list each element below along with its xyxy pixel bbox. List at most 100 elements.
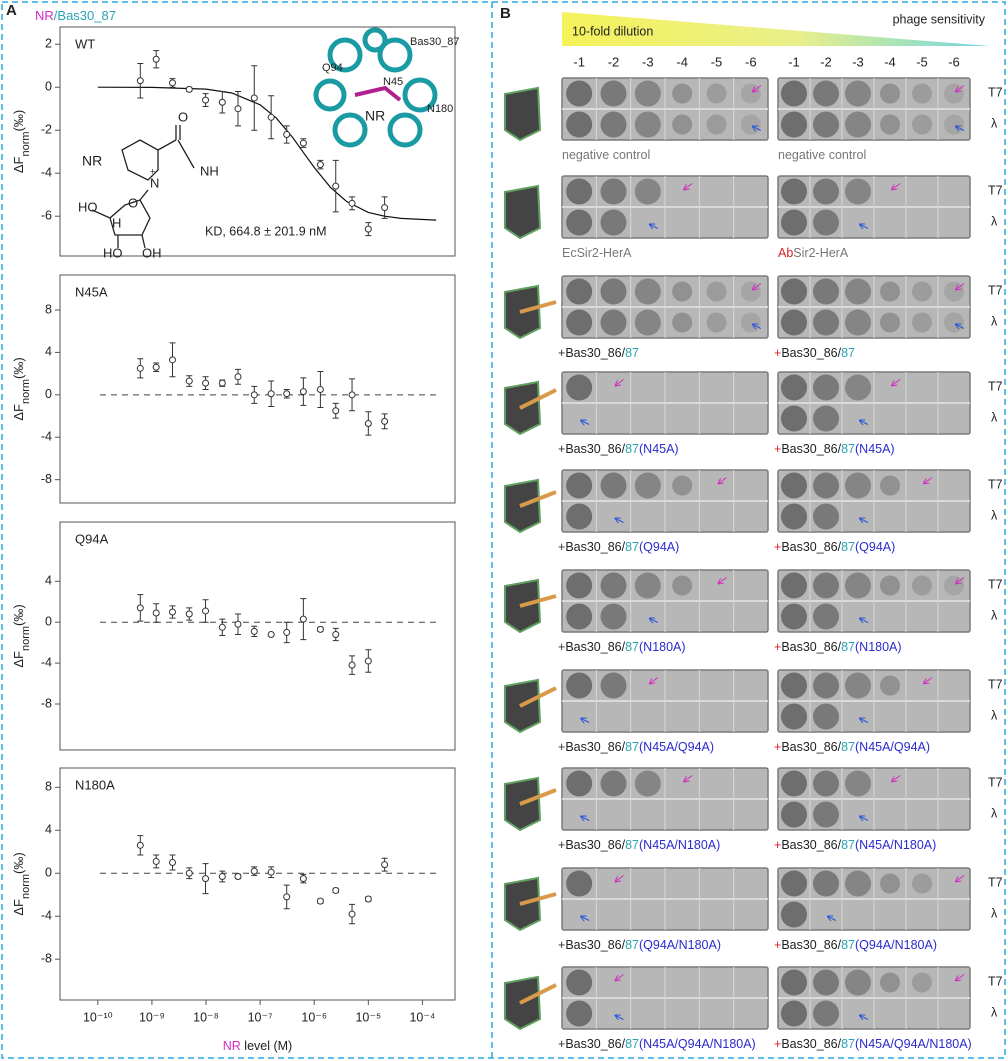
spot-arrow [924,477,933,484]
plate-caption-part: 87 [625,938,639,952]
plate-caption-part: (Q94A/N180A) [639,938,721,952]
data-point [185,610,193,618]
plate-caption-part: (Q94A) [639,540,679,554]
data-point [348,199,356,207]
spot-arrow [684,775,693,782]
data-point [185,85,193,93]
plate-caption-part: Sir2-HerA [793,246,849,260]
data-point [283,893,291,901]
data-point [136,604,144,612]
plaque-spot [706,281,727,302]
plaque-spot [781,770,807,797]
plaque-spot [912,575,932,596]
plate-caption-part: + [774,346,781,360]
y-axis-label: ΔFnorm(‰) [11,110,31,173]
phage-label: T7 [988,974,1003,988]
plaque-spot [672,281,693,302]
plaque-spot [566,278,593,305]
fit-curve [97,86,437,221]
panel-label: A [6,2,17,19]
data-point [234,620,242,628]
y-tick-label: 8 [45,780,52,794]
data-point [332,407,340,415]
plaque-spot [706,114,727,135]
plaque-spot [672,575,693,596]
spot-arrow [956,974,965,981]
x-tick-label: 10⁻¹⁰ [83,1010,113,1024]
plate-caption-part: + [774,540,781,554]
cell-icon [504,184,542,240]
data-point [234,373,242,381]
y-tick-label: 2 [45,36,52,50]
plaque-spot [813,503,839,530]
y-tick-label: 4 [45,345,52,359]
plaque-spot [672,475,693,496]
plaque-spot [944,281,964,302]
phage-label: λ [991,410,998,424]
plate-caption: +Bas30_86/87(N45A/Q94A) [558,740,714,754]
plot-frame [59,274,456,504]
y-tick-label: -4 [41,909,52,923]
plate-caption-part: + [558,442,565,456]
data-point [136,364,144,372]
data-point [299,388,307,396]
data-point [267,390,275,398]
data-point [168,356,176,364]
y-axis-label-part: (‰) [11,852,26,874]
inset-title: Bas30_87 [410,36,460,48]
plaque-spot [706,83,727,104]
data-point [234,105,242,113]
chart-label: N180A [75,777,115,792]
plaque-spot [944,575,964,596]
protein-icon [519,594,557,608]
plate-caption-part: Bas30_86/ [565,346,625,360]
plate-caption-part: 87 [625,838,639,852]
plaque-spot [634,472,661,499]
sensitivity-label: phage sensitivity [893,12,986,26]
plaque-spot [912,972,932,993]
plate-caption-part: 87 [841,640,855,654]
y-axis-label-part: norm [20,874,32,899]
data-point [202,607,210,615]
plate-caption-part: Bas30_86/ [565,740,625,754]
spot-arrow [616,1016,624,1020]
data-point [381,417,389,425]
plaque-spot [600,572,627,599]
y-axis-label-part: ΔF [11,899,26,916]
y-axis-label-part: (‰) [11,110,26,132]
plate-caption-part: 87 [841,442,855,456]
plaque-spot [813,770,839,797]
dilution-tick: -2 [820,54,832,69]
chart-label: WT [75,36,95,51]
spot-arrow [684,183,693,190]
atom-label: H [112,215,121,230]
protein-icon [519,490,557,508]
spot-arrow [581,719,590,723]
plaque-spot [634,309,661,336]
plaque-spot [781,178,807,205]
plate-caption-part: + [774,740,781,754]
plaque-spot [880,873,900,894]
plate-caption: +Bas30_86/87(N45A) [774,442,895,456]
plaque-spot [944,312,964,333]
y-tick-label: -8 [41,696,52,710]
protein-icon [519,388,557,410]
plate-caption-part: (N45A/Q94A/N180A) [639,1037,756,1051]
plaque-spot [634,178,661,205]
spot-arrow [616,519,624,523]
phage-label: λ [991,1005,998,1019]
data-point [283,628,291,636]
inset-label: Q94 [322,62,343,74]
data-point [218,623,226,631]
atom-label: O [128,195,138,210]
plaque-spot [912,83,932,104]
plate-caption: +Bas30_86/87(N45A) [558,442,679,456]
dilution-tick: -4 [884,54,896,69]
chart-label: N45A [75,284,108,299]
plaque-spot [845,111,871,138]
dilution-tick: -5 [916,54,928,69]
plate-caption-part: Bas30_86/ [565,640,625,654]
dilution-tick: -3 [642,54,654,69]
